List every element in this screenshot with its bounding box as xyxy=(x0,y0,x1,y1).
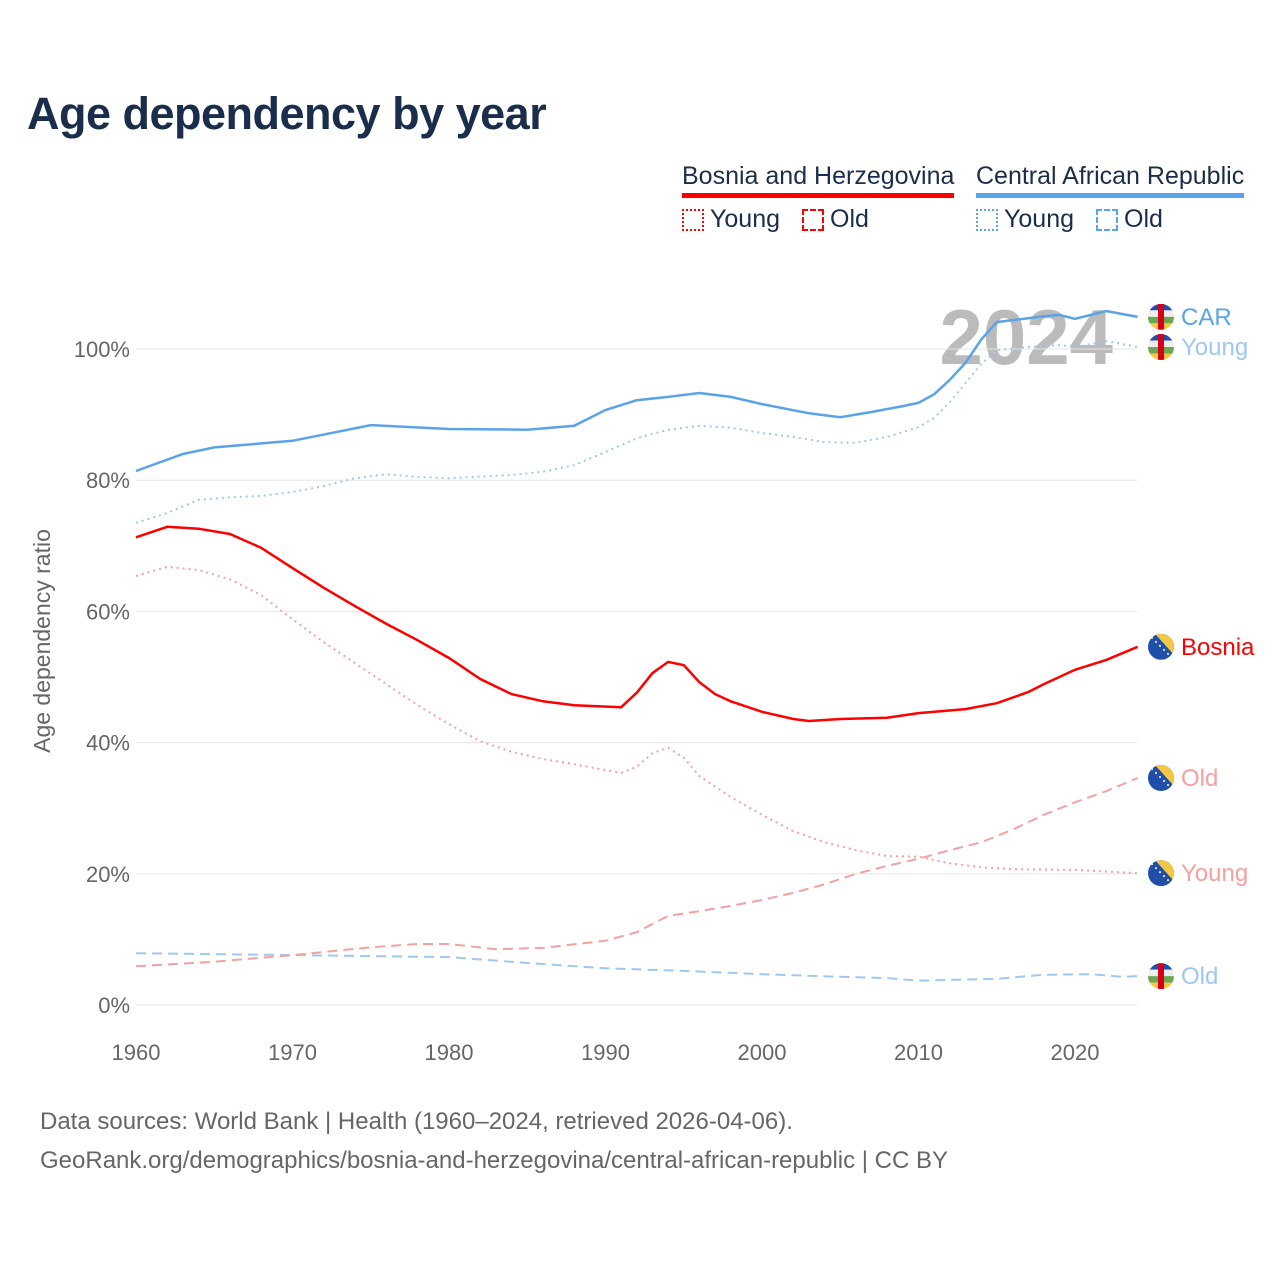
x-tick-label: 2000 xyxy=(738,1040,787,1065)
legend-label: Young xyxy=(1004,205,1074,233)
x-tick-label: 1970 xyxy=(268,1040,317,1065)
x-tick-label: 2010 xyxy=(894,1040,943,1065)
legend-bosnia-young: Young xyxy=(682,205,780,234)
legend-bosnia: Bosnia and Herzegovina xyxy=(682,162,955,198)
legend-car-young: Young xyxy=(976,205,1074,234)
y-tick-label: 40% xyxy=(86,731,130,756)
series-line-bosnia-young xyxy=(135,565,1138,875)
legend-car-old: Old xyxy=(1096,205,1163,234)
series-line-bosnia-old xyxy=(135,777,1138,968)
series-end-label: Old xyxy=(1181,765,1218,792)
legend-label: Old xyxy=(830,205,869,233)
dotted-swatch-icon xyxy=(682,208,704,231)
y-tick-label: 60% xyxy=(86,599,130,624)
y-tick-label: 100% xyxy=(74,337,130,362)
car-flag-icon xyxy=(1148,963,1174,990)
dotted-swatch-icon xyxy=(976,208,998,231)
legend-label: Old xyxy=(1124,205,1163,233)
bih-flag-icon xyxy=(1148,765,1174,792)
series-end-label: Bosnia xyxy=(1181,634,1255,661)
bih-flag-icon xyxy=(1148,860,1174,887)
dashed-swatch-icon xyxy=(1096,208,1118,231)
y-tick-label: 0% xyxy=(98,993,130,1018)
series-end-label: CAR xyxy=(1181,304,1232,331)
y-tick-label: 80% xyxy=(86,468,130,493)
legend-label: Young xyxy=(710,205,780,233)
legend-car: Central African Republic xyxy=(976,162,1245,198)
series-end-label: Young xyxy=(1181,334,1248,361)
series-end-label: Young xyxy=(1181,860,1248,887)
series-line-car-old xyxy=(135,952,1138,982)
chart-title: Age dependency by year xyxy=(27,88,547,139)
series-line-car-young xyxy=(135,340,1138,524)
x-tick-label: 1960 xyxy=(112,1040,161,1065)
y-axis-label: Age dependency ratio xyxy=(29,529,55,753)
dashed-swatch-icon xyxy=(802,208,824,231)
series-end-label: Old xyxy=(1181,963,1218,990)
series-line-car xyxy=(135,309,1138,473)
bih-flag-icon xyxy=(1148,633,1174,660)
y-tick-label: 20% xyxy=(86,862,130,887)
legend-bosnia-old: Old xyxy=(802,205,869,234)
footer-url: GeoRank.org/demographics/bosnia-and-herz… xyxy=(40,1147,949,1174)
car-flag-icon xyxy=(1148,334,1174,361)
car-flag-icon xyxy=(1148,303,1174,330)
x-tick-label: 1990 xyxy=(581,1040,630,1065)
year-watermark: 2024 xyxy=(939,293,1113,381)
x-tick-label: 1980 xyxy=(425,1040,474,1065)
series-line-bosnia xyxy=(135,525,1139,723)
footer-source: Data sources: World Bank | Health (1960–… xyxy=(40,1108,793,1135)
x-tick-label: 2020 xyxy=(1051,1040,1100,1065)
